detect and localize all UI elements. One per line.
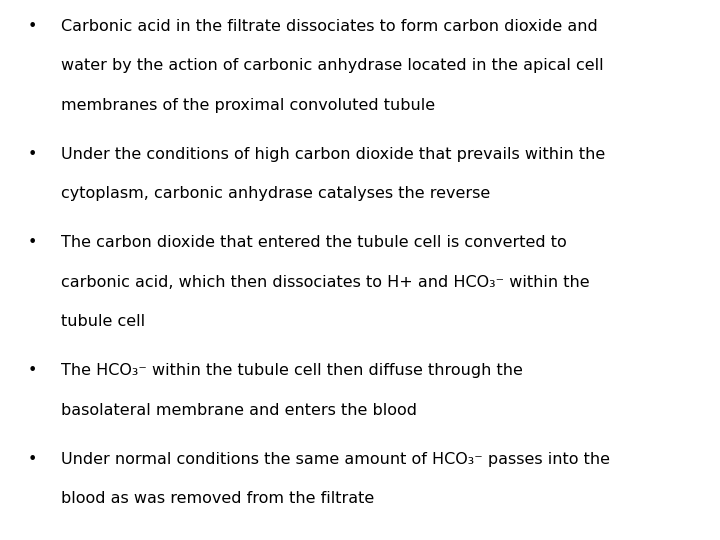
Text: blood as was removed from the filtrate: blood as was removed from the filtrate	[61, 491, 374, 507]
Text: Under the conditions of high carbon dioxide that prevails within the: Under the conditions of high carbon diox…	[61, 147, 606, 162]
Text: Under normal conditions the same amount of HCO₃⁻ passes into the: Under normal conditions the same amount …	[61, 452, 611, 467]
Text: •: •	[27, 363, 37, 379]
Text: The carbon dioxide that entered the tubule cell is converted to: The carbon dioxide that entered the tubu…	[61, 235, 567, 251]
Text: basolateral membrane and enters the blood: basolateral membrane and enters the bloo…	[61, 403, 417, 418]
Text: Carbonic acid in the filtrate dissociates to form carbon dioxide and: Carbonic acid in the filtrate dissociate…	[61, 19, 598, 34]
Text: •: •	[27, 19, 37, 34]
Text: •: •	[27, 235, 37, 251]
Text: carbonic acid, which then dissociates to H+ and HCO₃⁻ within the: carbonic acid, which then dissociates to…	[61, 275, 590, 290]
Text: membranes of the proximal convoluted tubule: membranes of the proximal convoluted tub…	[61, 98, 436, 113]
Text: •: •	[27, 452, 37, 467]
Text: •: •	[27, 147, 37, 162]
Text: The HCO₃⁻ within the tubule cell then diffuse through the: The HCO₃⁻ within the tubule cell then di…	[61, 363, 523, 379]
Text: cytoplasm, carbonic anhydrase catalyses the reverse: cytoplasm, carbonic anhydrase catalyses …	[61, 186, 490, 201]
Text: water by the action of carbonic anhydrase located in the apical cell: water by the action of carbonic anhydras…	[61, 58, 604, 73]
Text: tubule cell: tubule cell	[61, 314, 145, 329]
